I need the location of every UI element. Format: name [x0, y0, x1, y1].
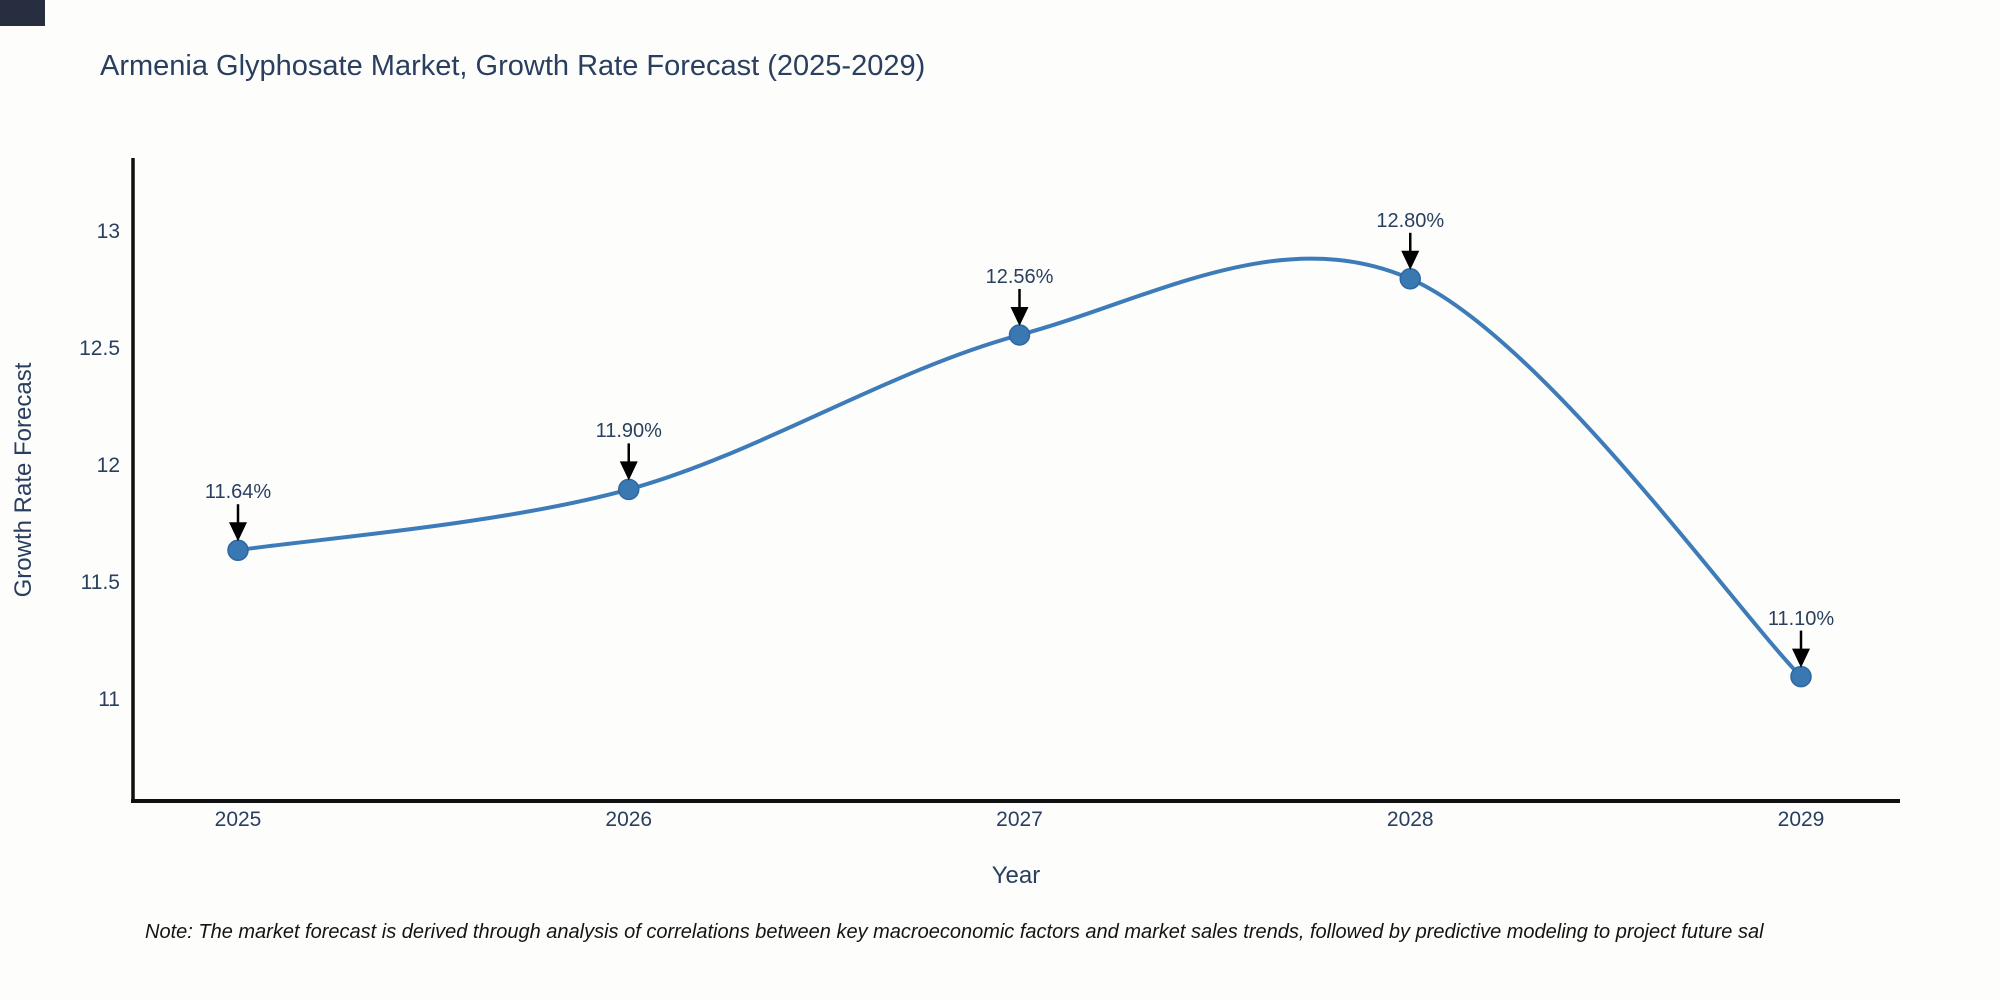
y-tick-label: 12 — [96, 454, 120, 477]
annotation-label: 12.56% — [985, 265, 1054, 288]
annotation-label: 12.80% — [1376, 209, 1445, 232]
data-point-marker — [618, 478, 640, 501]
annotation-arrowhead — [1010, 306, 1029, 326]
y-tick-label: 12.5 — [79, 337, 120, 360]
chart-title: Armenia Glyphosate Market, Growth Rate F… — [100, 50, 926, 82]
data-point-marker — [1399, 268, 1421, 290]
x-tick-label: 2025 — [214, 808, 262, 831]
forecast-line — [236, 256, 1803, 679]
footnote-text: Note: The market forecast is derived thr… — [145, 921, 1764, 943]
annotation-label: 11.90% — [595, 420, 662, 443]
x-tick-label: 2029 — [1777, 808, 1825, 831]
annotation-arrowhead — [1401, 250, 1420, 270]
annotation-arrowhead — [1792, 648, 1810, 668]
annotation-arrowhead — [619, 461, 638, 481]
data-point-marker — [227, 539, 249, 561]
x-tick-label: 2026 — [605, 808, 653, 831]
annotation-label: 11.10% — [1767, 607, 1835, 630]
corner-logo-block — [0, 0, 45, 26]
data-point-marker — [1790, 665, 1812, 688]
x-tick-label: 2027 — [996, 808, 1043, 831]
x-axis-title: Year — [991, 862, 1041, 889]
y-tick-label: 11 — [98, 688, 120, 711]
y-tick-label: 13 — [96, 220, 120, 243]
data-point-marker — [1008, 324, 1031, 346]
y-tick-label: 11.5 — [80, 571, 120, 594]
annotation-arrowhead — [229, 522, 247, 542]
annotation-label: 11.64% — [204, 481, 272, 504]
x-tick-label: 2028 — [1386, 808, 1434, 831]
y-axis-title: Growth Rate Forecast — [10, 362, 37, 598]
